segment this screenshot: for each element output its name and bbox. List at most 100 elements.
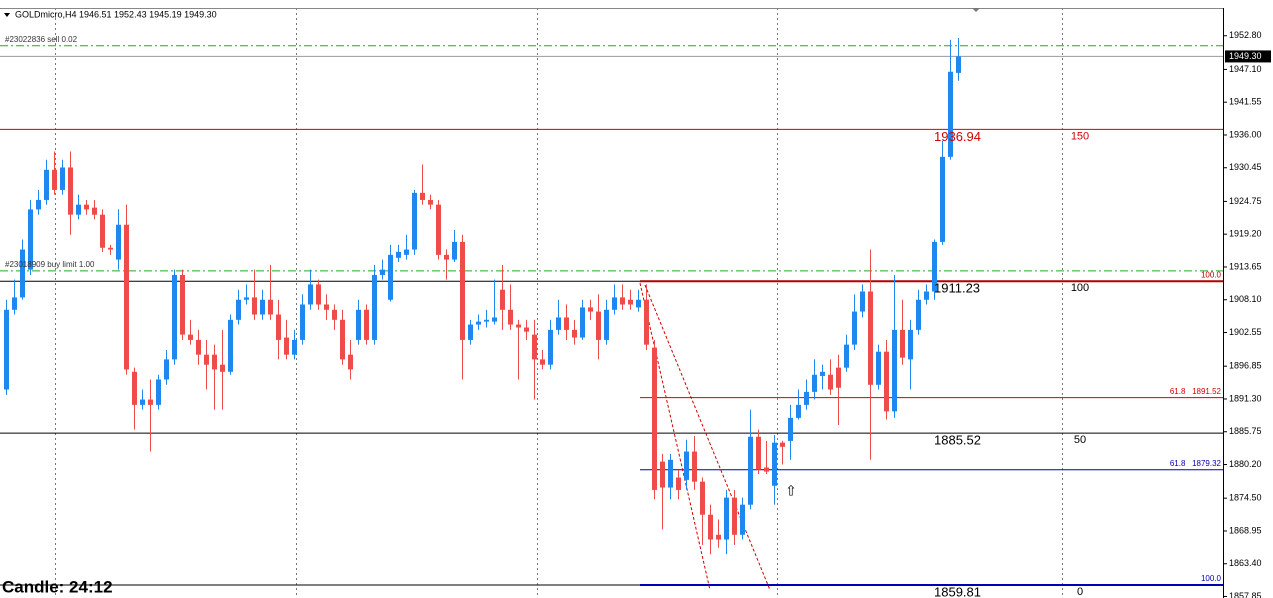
candle-body: [100, 214, 105, 248]
candle-body: [676, 477, 681, 490]
candle-body: [276, 314, 281, 340]
candle-body: [804, 391, 809, 405]
candle-body: [260, 299, 265, 315]
candle-body: [324, 304, 329, 310]
candle-body: [732, 497, 737, 535]
candle-body: [788, 417, 793, 441]
candle-body: [340, 319, 345, 360]
candle-body: [420, 192, 425, 200]
candle-body: [876, 351, 881, 385]
candle-body: [652, 347, 657, 490]
candle-body: [348, 354, 353, 370]
y-tick-label: 1952.80: [1229, 30, 1262, 40]
candle-body: [164, 359, 169, 380]
candle-body: [892, 329, 897, 412]
candle-body: [604, 309, 609, 340]
candle-body: [916, 299, 921, 330]
candle-body: [244, 297, 249, 300]
candle-body: [700, 481, 705, 515]
y-tick-label: 1896.85: [1229, 361, 1262, 371]
fib-fan-line: [639, 282, 711, 591]
candle-body: [532, 334, 537, 360]
candle-body: [284, 337, 289, 355]
candle-body: [868, 291, 873, 385]
candle-body: [852, 311, 857, 345]
candle-body: [364, 309, 369, 340]
candle-body: [796, 404, 801, 418]
candle-body: [516, 324, 521, 328]
candle-body: [204, 354, 209, 365]
fib-label: 100.0: [1201, 574, 1222, 583]
candle-body: [812, 374, 817, 392]
candle-body: [68, 167, 73, 215]
overlays: [0, 45, 1223, 586]
level-number: 0: [1077, 586, 1083, 598]
level-number: 100: [1071, 282, 1089, 294]
candle-body: [452, 241, 457, 260]
y-tick-label: 1913.65: [1229, 261, 1262, 271]
candle-body: [484, 319, 489, 322]
candle-body: [404, 249, 409, 255]
y-tick-label: 1936.00: [1229, 129, 1262, 139]
candle-body: [52, 169, 57, 190]
chart-title: GOLDmicro,H4 1946.51 1952.43 1945.19 194…: [15, 9, 217, 19]
y-tick-label: 1863.40: [1229, 558, 1262, 568]
candle-body: [636, 299, 641, 308]
candle-body: [188, 334, 193, 340]
candle-body: [476, 321, 481, 325]
y-tick-label: 1919.20: [1229, 229, 1262, 239]
candle-body: [748, 436, 753, 505]
fib-label: 61.8 1879.32: [1170, 459, 1222, 468]
candle-body: [108, 247, 113, 250]
candle-body: [252, 297, 257, 315]
candle-body: [36, 199, 41, 210]
candle-body: [596, 311, 601, 340]
candle-body: [124, 224, 129, 370]
candle-body: [620, 297, 625, 305]
candles: [4, 37, 961, 555]
candle-body: [564, 317, 569, 330]
y-tick-label: 1930.45: [1229, 162, 1262, 172]
candle-body: [44, 169, 49, 200]
candle-body: [380, 269, 385, 275]
candle-body: [228, 319, 233, 372]
candle-body: [924, 291, 929, 300]
candle-body: [172, 274, 177, 360]
time-grid: [55, 8, 1063, 598]
candle-body: [572, 329, 577, 338]
fib-label: 61.8 1891.52: [1170, 387, 1222, 396]
candle-body: [844, 344, 849, 368]
fib-label: 100.0: [1201, 270, 1222, 279]
order-label: #23018909 buy limit 1.00: [5, 260, 95, 269]
candle-body: [236, 299, 241, 320]
candle-body: [428, 199, 433, 205]
candle-body: [268, 299, 273, 315]
candle-body: [292, 339, 297, 355]
candle-body: [740, 504, 745, 535]
candle-body: [668, 459, 673, 488]
candle-body: [300, 304, 305, 340]
candle-body: [724, 497, 729, 540]
y-tick-label: 1857.85: [1229, 591, 1262, 598]
level-price: 1859.81: [934, 584, 981, 598]
candle-body: [716, 534, 721, 540]
candle-body: [684, 451, 689, 480]
candle-body: [908, 329, 913, 360]
bid-box: [1225, 50, 1271, 63]
candle-body: [180, 274, 185, 335]
y-tick-label: 1908.10: [1229, 294, 1262, 304]
candle-body: [332, 309, 337, 320]
candle-body: [220, 364, 225, 372]
candle-body: [644, 299, 649, 345]
y-tick-label: 1924.75: [1229, 196, 1262, 206]
candle-body: [156, 379, 161, 405]
level-number: 50: [1074, 434, 1086, 446]
y-tick-label: 1868.95: [1229, 525, 1262, 535]
level-price: 1911.23: [934, 281, 980, 296]
y-tick-label: 1902.55: [1229, 327, 1262, 337]
arrow-icon: ⇧: [785, 483, 797, 499]
y-tick-label: 1885.75: [1229, 426, 1262, 436]
candle-body: [388, 254, 393, 300]
candle-body: [660, 461, 665, 488]
